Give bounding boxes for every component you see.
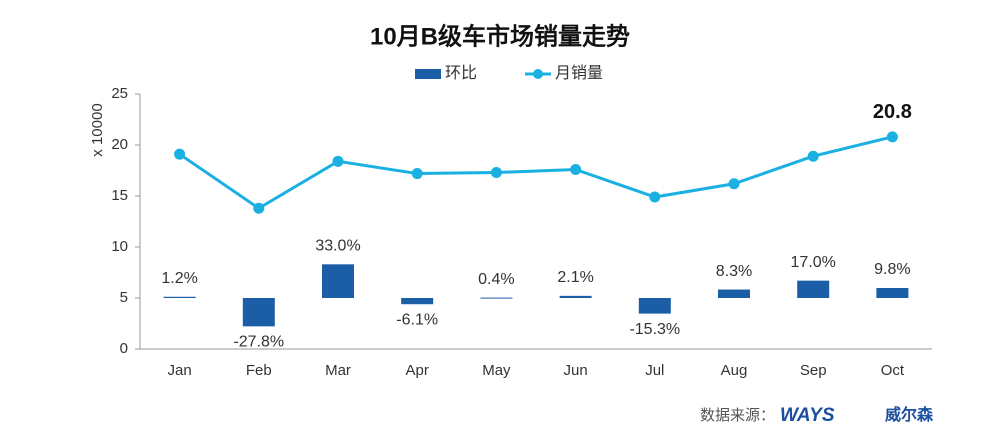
x-tick-label: Mar bbox=[325, 362, 351, 379]
bar bbox=[242, 298, 275, 327]
line bbox=[178, 135, 893, 211]
legend-swatch bbox=[415, 69, 441, 79]
y-tick-label: 20 bbox=[111, 136, 128, 153]
x-tick-label: Oct bbox=[881, 362, 905, 379]
bar bbox=[876, 288, 909, 298]
x-tick-label: Sep bbox=[800, 362, 827, 379]
legend-label: 月销量 bbox=[555, 64, 603, 82]
x-tick-label: Feb bbox=[246, 362, 272, 379]
data-label: -15.3% bbox=[629, 321, 680, 338]
logo: WAYS bbox=[780, 405, 835, 426]
x-tick-label: Jul bbox=[645, 362, 664, 379]
bar bbox=[797, 280, 830, 298]
point bbox=[411, 168, 423, 180]
bar bbox=[163, 296, 196, 298]
point bbox=[253, 202, 265, 214]
chart-title: 10月B级车市场销量走势 bbox=[370, 22, 630, 50]
data-label: 1.2% bbox=[161, 270, 197, 287]
y-tick-label: 10 bbox=[111, 238, 128, 255]
data-label: 33.0% bbox=[315, 238, 360, 255]
data-label: 20.8 bbox=[873, 101, 912, 123]
point bbox=[174, 148, 186, 160]
y-tick-label: 5 bbox=[120, 289, 128, 306]
x-tick-label: May bbox=[482, 362, 511, 379]
bar bbox=[718, 289, 750, 298]
bar bbox=[401, 298, 434, 305]
point bbox=[570, 163, 582, 175]
bar bbox=[638, 298, 671, 314]
y-tick-label: 0 bbox=[120, 340, 128, 357]
bar bbox=[480, 297, 513, 299]
data-label: 17.0% bbox=[791, 254, 836, 271]
data-label: 0.4% bbox=[478, 271, 514, 288]
point bbox=[490, 167, 502, 179]
x-tick-label: Jan bbox=[168, 362, 192, 379]
data-label: 8.3% bbox=[716, 263, 752, 280]
x-tick-label: Aug bbox=[721, 362, 748, 379]
bar bbox=[322, 264, 354, 298]
point bbox=[649, 191, 661, 203]
logo-cn: 威尔森 bbox=[885, 405, 934, 424]
y-tick-label: 25 bbox=[111, 85, 128, 102]
point bbox=[807, 150, 819, 162]
x-tick-label: Jun bbox=[564, 362, 588, 379]
data-label: -27.8% bbox=[233, 334, 284, 351]
point bbox=[886, 131, 898, 143]
data-label: 2.1% bbox=[557, 269, 593, 286]
source: 数据来源： bbox=[700, 407, 775, 424]
point bbox=[728, 178, 740, 190]
data-label: 9.8% bbox=[874, 261, 910, 278]
bar bbox=[559, 295, 592, 298]
data-label: -6.1% bbox=[396, 311, 438, 328]
y-axis-label: x 10000 bbox=[89, 103, 106, 156]
legend-swatch bbox=[533, 69, 543, 79]
y-tick-label: 15 bbox=[111, 187, 128, 204]
x-tick-label: Apr bbox=[406, 362, 429, 379]
legend-label: 环比 bbox=[445, 64, 477, 82]
point bbox=[332, 155, 344, 167]
